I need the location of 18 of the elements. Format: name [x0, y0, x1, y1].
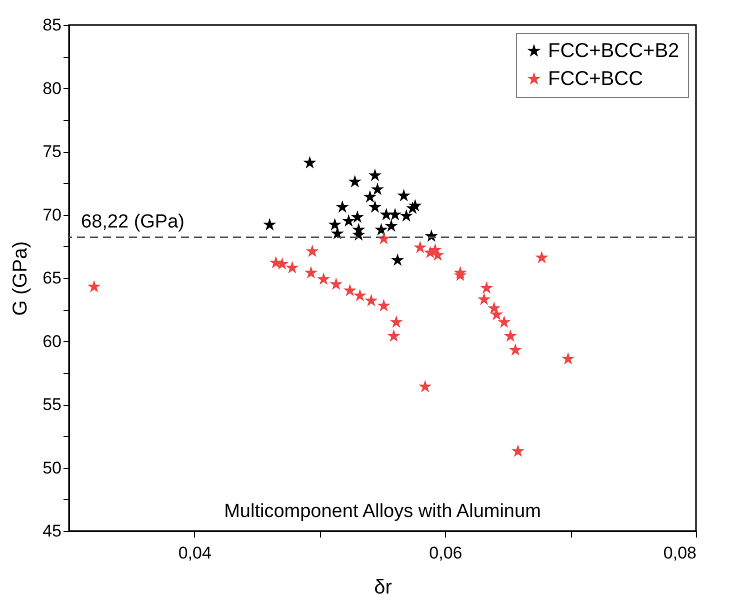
x-axis-title: δr [374, 576, 392, 598]
ref-line-label: 68,22 (GPa) [81, 211, 184, 232]
y-tick-label: 60 [42, 332, 62, 351]
x-tick-label: 0,06 [429, 544, 462, 562]
y-axis-title: G (GPa) [10, 241, 32, 316]
y-tick-label: 65 [42, 268, 62, 288]
y-tick-label: 55 [42, 395, 62, 414]
legend-label: FCC+BCC [548, 68, 644, 90]
y-tick-label: 70 [42, 205, 62, 224]
annotation: Multicomponent Alloys with Aluminum [224, 501, 541, 522]
x-tick-label: 0,04 [178, 544, 212, 562]
y-tick-label: 75 [42, 142, 62, 161]
x-tick-label: 0,08 [663, 544, 696, 562]
y-tick-label: 85 [42, 16, 62, 34]
legend-label: FCC+BCC+B2 [548, 40, 680, 62]
y-tick-label: 50 [42, 458, 62, 478]
y-tick-label: 45 [42, 522, 62, 540]
y-tick-label: 80 [42, 78, 62, 98]
